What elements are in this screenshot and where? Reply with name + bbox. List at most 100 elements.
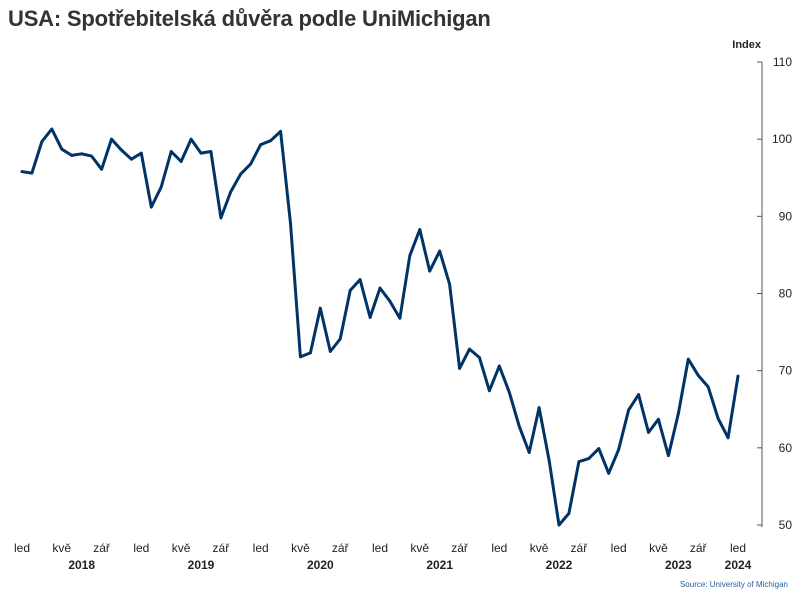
- data-point: [527, 451, 531, 454]
- x-year-label: 2022: [546, 558, 573, 572]
- data-point: [30, 171, 34, 175]
- x-tick-label: kvě: [410, 541, 429, 555]
- data-point: [318, 306, 322, 310]
- y-axis-label: Index: [732, 39, 762, 51]
- data-point: [209, 150, 213, 153]
- data-point: [90, 154, 93, 158]
- data-point: [269, 139, 272, 143]
- data-point: [279, 130, 282, 133]
- x-tick-label: zář: [332, 541, 350, 555]
- data-point: [617, 448, 621, 451]
- x-tick-label: led: [491, 541, 507, 555]
- x-year-label: 2018: [68, 558, 95, 572]
- data-point: [239, 172, 243, 176]
- data-point: [120, 148, 123, 152]
- data-point: [627, 408, 630, 412]
- data-point: [388, 299, 392, 303]
- y-tick-label: 70: [779, 364, 793, 378]
- data-point: [557, 523, 561, 527]
- y-tick-label: 50: [779, 518, 793, 532]
- data-point: [736, 374, 740, 378]
- x-tick-label: zář: [451, 541, 469, 555]
- data-point: [497, 364, 501, 368]
- data-point: [229, 190, 233, 194]
- x-tick-label: zář: [571, 541, 589, 555]
- data-point: [448, 282, 451, 286]
- data-point: [686, 357, 690, 361]
- data-point: [149, 205, 153, 209]
- data-point: [547, 458, 551, 462]
- data-point: [438, 249, 442, 253]
- y-tick-label: 110: [773, 55, 792, 69]
- data-point: [338, 337, 342, 341]
- x-tick-label: led: [372, 541, 388, 555]
- data-point: [657, 417, 660, 421]
- x-tick-label: kvě: [291, 541, 310, 555]
- x-axis: led kvě zář led kvě zář led kvě zář led kvě zář led k…: [14, 541, 752, 572]
- y-tick-label: 90: [779, 209, 793, 223]
- data-point: [418, 228, 422, 231]
- data-point: [696, 373, 700, 377]
- data-point: [706, 385, 710, 389]
- data-point: [199, 151, 203, 155]
- data-point: [587, 457, 591, 460]
- data-point: [368, 316, 372, 319]
- x-tick-label: kvě: [530, 541, 549, 555]
- x-tick-label: led: [730, 541, 746, 555]
- data-point: [80, 152, 84, 156]
- data-point: [159, 185, 163, 189]
- x-tick-label: zář: [690, 541, 708, 555]
- x-tick-label: led: [611, 541, 627, 555]
- x-tick-label: kvě: [649, 541, 668, 555]
- data-point: [577, 460, 581, 464]
- data-point: [219, 216, 223, 220]
- data-point: [597, 447, 601, 450]
- data-point: [249, 162, 253, 166]
- data-point: [647, 431, 650, 434]
- series-line: [20, 127, 740, 527]
- chart-title: USA: Spotřebitelská důvěra podle UniMich…: [8, 6, 491, 31]
- data-point: [517, 424, 521, 428]
- data-point: [637, 393, 640, 396]
- data-point: [726, 436, 730, 440]
- data-point: [378, 286, 382, 290]
- data-point: [458, 367, 461, 370]
- y-axis: Index 50 60 70 80 90 100 110: [732, 39, 792, 532]
- y-tick-label: 100: [772, 132, 792, 146]
- data-point: [478, 356, 481, 359]
- x-tick-label: led: [14, 541, 30, 555]
- data-point: [189, 137, 193, 141]
- source-note: Source: University of Michigan: [679, 580, 788, 589]
- data-point: [289, 221, 292, 225]
- data-point: [507, 390, 511, 394]
- data-point: [139, 151, 143, 155]
- data-point: [408, 254, 412, 258]
- data-point: [676, 412, 680, 416]
- data-point: [567, 512, 571, 515]
- x-year-label: 2020: [307, 558, 334, 572]
- plot-area: [20, 127, 740, 527]
- data-point: [309, 351, 312, 355]
- x-tick-label: kvě: [172, 541, 191, 555]
- data-point: [50, 127, 54, 131]
- data-point: [299, 355, 302, 359]
- x-tick-label: zář: [213, 541, 231, 555]
- data-point: [179, 160, 183, 163]
- data-point: [468, 347, 471, 351]
- x-year-label: 2024: [725, 558, 752, 572]
- x-year-label: 2019: [188, 558, 215, 572]
- data-point: [328, 350, 332, 353]
- data-point: [537, 406, 541, 410]
- data-point: [667, 454, 670, 457]
- data-point: [398, 316, 402, 320]
- data-point: [130, 157, 133, 161]
- data-point: [348, 289, 352, 292]
- data-point: [488, 389, 491, 393]
- data-point: [259, 143, 263, 147]
- y-tick-label: 60: [779, 441, 793, 455]
- y-tick-label: 80: [779, 287, 793, 301]
- x-tick-label: led: [133, 541, 149, 555]
- data-point: [60, 147, 64, 151]
- data-point: [607, 471, 611, 475]
- data-point: [40, 140, 44, 143]
